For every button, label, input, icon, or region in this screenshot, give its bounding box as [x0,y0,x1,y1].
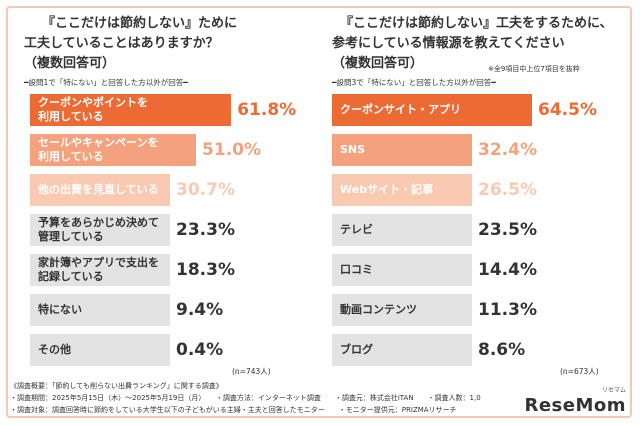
bar [332,214,472,246]
bar-category-label: クーポンサイト・アプリ [340,103,461,116]
bar [30,174,170,206]
bar-row: ブログ 8.6% [332,332,622,368]
left-title-line-3: （複数回答可） [24,56,116,71]
bar [30,134,197,166]
bar-row: 家計簿やアプリで支出を 記録している 18.3% [30,252,320,288]
bar-value-label: 64.5% [538,100,597,120]
bar-value-label: 23.5% [478,220,537,240]
bar-category-label: 家計簿やアプリで支出を 記録している [38,256,159,283]
bar-value-label: 26.5% [478,180,537,200]
bar [30,94,232,126]
bar-category-label: ブログ [340,343,373,356]
bar-category-label: 動画コンテンツ [340,303,417,316]
bar-value-label: 30.7% [176,180,235,200]
bar-row: 特にない 9.4% [30,292,320,328]
bar-category-label: クーポンやポイントを 利用している [38,96,148,123]
bar-row: テレビ 23.5% [332,212,622,248]
bar-row: 口コミ 14.4% [332,252,622,288]
bar-value-label: 8.6% [478,340,526,360]
bar-category-label: Webサイト・記事 [340,183,434,196]
bar-row: セールやキャンペーンを 利用している 51.0% [30,132,320,168]
left-title-line-2: 工夫していることはありますか？ [24,36,219,51]
right-title-line-3: （複数回答可） [332,56,424,71]
bar-row: 他の出費を見直している 30.7% [30,172,320,208]
right-subtitle: ━設問3で「特にない」と回答した方以外が回答━ [332,78,496,87]
bar-value-label: 11.3% [478,300,537,320]
bar-value-label: 51.0% [202,140,262,160]
bar-category-label: 予算をあらかじめ決めて 管理している [38,216,159,243]
left-bar-chart: クーポンやポイントを 利用している 61.8% セールやキャンペーンを 利用している… [30,92,320,372]
right-bar-chart: クーポンサイト・アプリ 64.5% SNS 32.4% Webサイト・記事 26.5% テレ… [332,92,622,372]
bar-row: Webサイト・記事 26.5% [332,172,622,208]
logo-subtext: リセマム [601,387,626,394]
footer-survey-line-3: ・調査対象：調査回答時に節約をしている大学生以下の子どもがいる主婦・主夫と回答し… [10,406,457,414]
bar-value-label: 18.3% [176,260,235,280]
bar-value-label: 14.4% [478,260,537,280]
bar-category-label: 特にない [38,303,82,316]
bar-row: 動画コンテンツ 11.3% [332,292,622,328]
right-title-line-1: 『ここだけは節約しない』工夫をするために、 [340,16,613,31]
bar-value-label: 32.4% [478,140,537,160]
bar-value-label: 23.3% [176,220,235,240]
bar [332,254,472,286]
bar [332,94,532,126]
bar-row: クーポンやポイントを 利用している 61.8% [30,92,320,128]
bar-category-label: 口コミ [340,263,373,276]
footer-survey-line-2: ・調査期間：2025年5月15日（木）〜2025年5月19日（月） ・調査方法：… [10,394,481,402]
bar [332,134,472,166]
bar [332,334,472,366]
bar-row: その他 0.4% [30,332,320,368]
bar-category-label: その他 [38,343,71,356]
bar [30,214,170,246]
bar-row: SNS 32.4% [332,132,622,168]
left-n-label: (n=743人) [232,367,271,376]
bar-category-label: テレビ [340,223,373,236]
right-n-label: (n=673人) [560,367,599,376]
bar [332,294,472,326]
bar-value-label: 9.4% [176,300,224,320]
bar [30,254,170,286]
right-note: ※全9項目中上位7項目を抜粋 [488,65,580,73]
bar-category-label: 他の出費を見直している [38,183,159,196]
bar [30,294,170,326]
footer-survey-heading: 《調査概要：「節約しても削らない出費ランキング」に関する調査》 [10,382,223,390]
bar-value-label: 61.8% [237,100,297,120]
bar-row: クーポンサイト・アプリ 64.5% [332,92,622,128]
bar [30,334,170,366]
outer-frame [6,6,632,418]
right-title-line-2: 参考にしている情報源を教えてください [332,36,565,51]
resemom-logo: ReseMom [524,395,626,416]
left-subtitle: ━設問1で「特にない」と回答した方以外が回答━ [24,78,188,87]
bar-value-label: 0.4% [176,340,224,360]
bar-category-label: セールやキャンペーンを 利用している [38,136,159,163]
bar [332,174,472,206]
bar-category-label: SNS [340,143,366,156]
left-title-line-1: 『ここだけは節約しない』ために [42,16,238,31]
bar-row: 予算をあらかじめ決めて 管理している 23.3% [30,212,320,248]
